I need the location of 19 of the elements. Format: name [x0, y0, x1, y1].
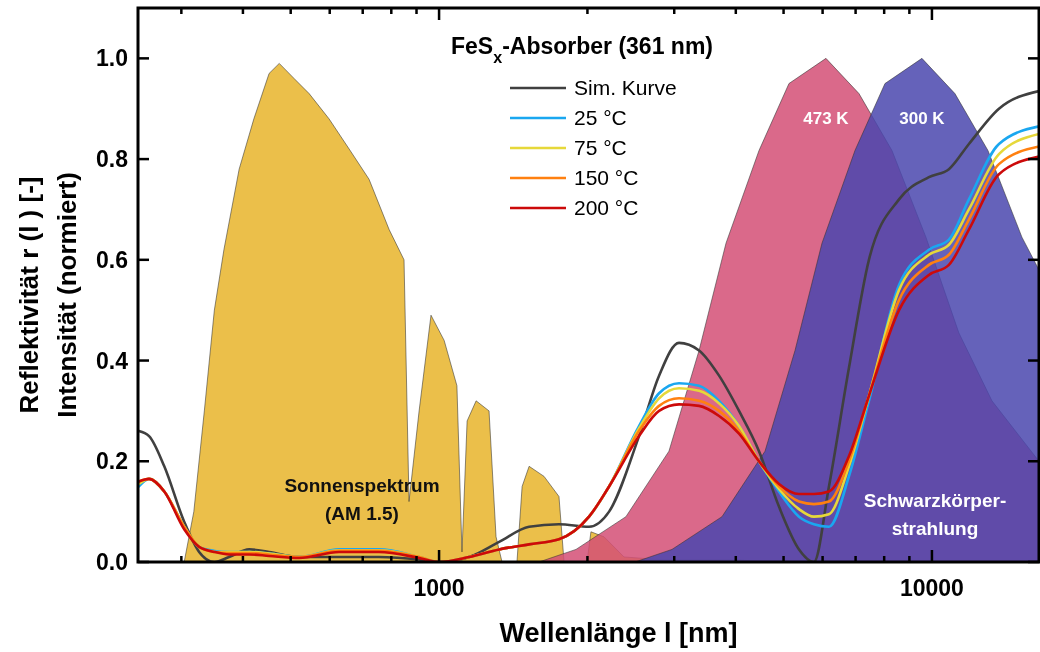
y-tick-label: 1.0 [96, 45, 128, 72]
annotation: Schwarzkörper- strahlung [863, 490, 1007, 539]
legend-label: 150 °C [574, 166, 639, 189]
text: FeS$_{x}$-Absorber (361 nm) [450, 33, 714, 66]
x-tick-label: 10000 [899, 575, 964, 601]
x-axis-title: Wellenlänge l [nm] [499, 618, 738, 648]
legend-label: Sim. Kurve [574, 76, 677, 99]
y-tick-label: 0.8 [96, 146, 129, 173]
y-tick-label: 0.2 [96, 448, 128, 475]
y-tick-label: 0.4 [96, 347, 129, 374]
y-axis-title: Reflektivität r (l ) [-] Intensität (normiert) [14, 172, 82, 418]
x-tick-label: 1000 [413, 575, 465, 601]
y-tick-label: 0.0 [96, 549, 128, 575]
y-tick-label: 0.6 [96, 246, 128, 273]
series-label: 473 K [803, 109, 850, 129]
series-label: 300 K [899, 109, 946, 129]
legend-label: 25 °C [574, 106, 627, 129]
legend-label: 75 °C [574, 136, 627, 159]
legend-label: 200 °C [574, 196, 639, 219]
